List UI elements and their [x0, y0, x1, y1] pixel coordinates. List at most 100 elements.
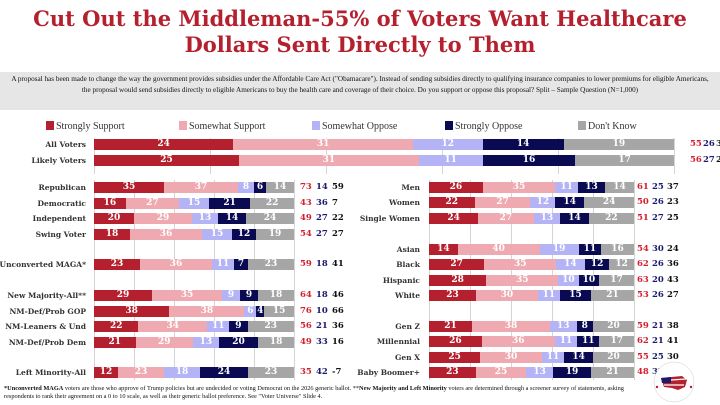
bar-segment-strongly-oppose: 14	[564, 352, 593, 363]
stacked-bar: 23 30 11 15 21	[429, 290, 634, 301]
legend-label: Don't Know	[588, 121, 637, 132]
total-oppose-value: 21	[652, 336, 664, 346]
stacked-bar: 25 31 11 16 17	[94, 155, 674, 166]
bar-segment-strongly-support: 21	[429, 321, 473, 332]
bar-segment-don-t-know: 23	[247, 321, 294, 332]
legend-label: Somewhat Oppose	[322, 121, 398, 132]
bar-segment-strongly-support: 18	[94, 229, 130, 240]
row-label: Millennial	[376, 337, 420, 346]
total-oppose-value: 30	[652, 244, 664, 254]
bar-segment-somewhat-support: 36	[140, 259, 212, 270]
bar-segment-somewhat-oppose: 15	[179, 198, 209, 209]
net-value: 41	[332, 259, 344, 269]
stacked-bar: 26 35 11 13 14	[429, 182, 634, 193]
bar-segment-somewhat-oppose: 11	[537, 290, 561, 301]
bar-segment-don-t-know: 16	[601, 244, 634, 255]
slide-title: Cut Out the Middleman-55% of Voters Want…	[33, 6, 687, 57]
row-label: Gen X	[394, 353, 420, 362]
total-support-value: 55	[690, 139, 702, 149]
row-label: New Majority-All**	[7, 291, 86, 300]
net-value: 7	[332, 198, 338, 208]
row-label: Women	[389, 198, 420, 207]
net-value: 27	[667, 290, 679, 300]
row-label: Gen Z	[395, 322, 420, 331]
stacked-bar: 22 34 11 9 23	[94, 321, 294, 332]
bar-segment-strongly-oppose: 8	[576, 321, 593, 332]
legend-item: Strongly Oppose	[445, 121, 523, 132]
total-oppose-value: 33	[316, 337, 328, 347]
total-support-value: 56	[300, 321, 312, 331]
gridline	[294, 180, 295, 380]
bar-segment-strongly-oppose: 15	[560, 290, 591, 301]
bar-segment-somewhat-support: 40	[457, 244, 540, 255]
bar-segment-don-t-know: 21	[591, 367, 634, 378]
bar-segment-strongly-support: 35	[94, 182, 164, 193]
total-support-value: 35	[300, 367, 312, 377]
bar-segment-don-t-know: 12	[609, 259, 634, 270]
gridline	[634, 180, 635, 380]
net-value: 30	[667, 352, 679, 362]
row-label: Hispanic	[382, 276, 420, 285]
bar-segment-somewhat-support: 27	[474, 197, 531, 208]
stacked-bar: 20 29 13 14 24	[94, 213, 294, 224]
bar-segment-somewhat-support: 35	[152, 290, 222, 301]
bar-segment-don-t-know: 22	[250, 198, 294, 209]
bar-segment-somewhat-oppose: 13	[193, 337, 219, 348]
total-support-value: 64	[300, 290, 312, 300]
bar-segment-somewhat-oppose: 11	[541, 352, 565, 363]
stacked-bar: 35 37 8 6 14	[94, 182, 294, 193]
net-value: 22	[332, 213, 344, 223]
bar-segment-strongly-oppose: 4	[256, 306, 265, 317]
bar-segment-strongly-support: 24	[94, 139, 234, 150]
bar-segment-don-t-know: 21	[590, 290, 634, 301]
bar-segment-strongly-support: 22	[94, 321, 139, 332]
bar-segment-somewhat-support: 27	[125, 198, 180, 209]
total-oppose-value: 26	[652, 197, 664, 207]
total-oppose-value: 26	[652, 259, 664, 269]
bar-segment-somewhat-oppose: 11	[207, 321, 230, 332]
total-support-value: 54	[300, 229, 312, 239]
stacked-bar: 26 36 11 11 17	[429, 336, 634, 347]
total-support-value: 59	[637, 321, 649, 331]
row-label: Asian	[396, 245, 420, 254]
bar-segment-don-t-know: 17	[599, 336, 634, 347]
bar-segment-somewhat-support: 30	[480, 352, 542, 363]
legend-swatch	[179, 121, 187, 130]
net-value: 30	[716, 139, 720, 149]
row-label: Left Minority-All	[15, 368, 86, 377]
bar-segment-somewhat-support: 31	[233, 139, 413, 150]
row-label: Single Women	[359, 214, 420, 223]
total-oppose-value: 27	[316, 213, 328, 223]
total-support-value: 63	[637, 275, 649, 285]
bar-segment-strongly-oppose: 11	[577, 336, 600, 347]
total-oppose-value: 10	[316, 306, 328, 316]
bar-segment-strongly-oppose: 14	[218, 213, 246, 224]
net-value: 23	[667, 197, 679, 207]
legend-label: Somewhat Support	[189, 121, 266, 132]
net-value: 46	[332, 290, 344, 300]
total-oppose-value: 27	[703, 155, 715, 165]
total-oppose-value: 20	[652, 275, 664, 285]
legend-item: Don't Know	[578, 121, 637, 132]
bar-segment-strongly-support: 22	[429, 197, 475, 208]
bar-segment-somewhat-support: 29	[135, 337, 193, 348]
bar-segment-strongly-support: 20	[94, 213, 134, 224]
stacked-bar: 12 23 18 24 23	[94, 367, 294, 378]
total-oppose-value: 26	[703, 139, 715, 149]
bar-segment-somewhat-oppose: 12	[412, 139, 483, 150]
row-label: Black	[396, 260, 420, 269]
bar-segment-strongly-oppose: 16	[482, 155, 576, 166]
footnote-b: voters are determined through a screener…	[4, 385, 624, 400]
legend-swatch	[46, 121, 54, 130]
row-label: Republican	[38, 183, 86, 192]
net-value: 24	[667, 244, 679, 254]
row-label: Independent	[32, 214, 86, 223]
bar-segment-strongly-oppose: 24	[200, 367, 248, 378]
net-value: 16	[332, 337, 344, 347]
bar-segment-somewhat-oppose: 11	[555, 182, 579, 193]
bar-segment-strongly-oppose: 12	[232, 229, 256, 240]
bar-segment-strongly-support: 24	[429, 213, 479, 224]
bar-segment-somewhat-oppose: 12	[530, 197, 556, 208]
net-value: 43	[667, 275, 679, 285]
bar-segment-strongly-support: 23	[429, 290, 477, 301]
